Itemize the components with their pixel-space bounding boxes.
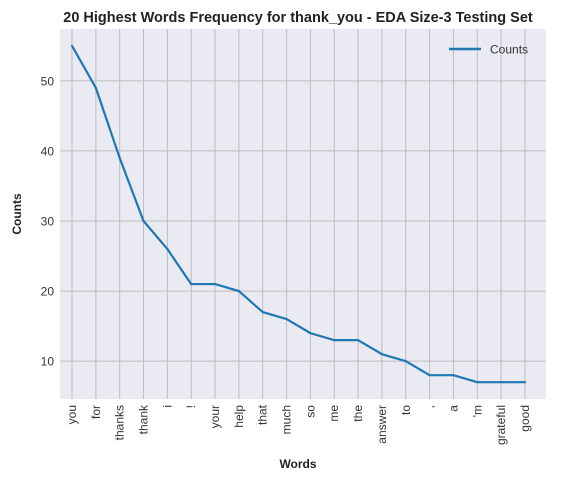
data-point: [261, 311, 264, 314]
x-tick-label: grateful: [494, 405, 508, 445]
grid: [60, 29, 546, 399]
data-point: [476, 381, 479, 384]
x-tick-label: good: [518, 405, 532, 432]
data-point: [428, 374, 431, 377]
y-axis-label: Counts: [10, 193, 24, 235]
data-point: [190, 282, 193, 286]
x-tick-label: 'm: [470, 405, 484, 417]
x-tick-label: me: [327, 405, 341, 422]
data-point: [404, 360, 407, 363]
data-point: [356, 339, 360, 342]
data-point: [333, 339, 336, 342]
x-axis-ticks: you for thanks thank i! your help that much so me t…: [65, 404, 532, 445]
data-point: [213, 282, 217, 286]
x-tick-label: that: [256, 404, 270, 425]
y-tick-label: 20: [41, 285, 55, 299]
x-tick-label: help: [232, 405, 246, 428]
x-tick-label: for: [89, 405, 103, 419]
data-point: [118, 156, 121, 160]
y-tick-label: 40: [41, 144, 55, 158]
series-line-counts: [71, 45, 525, 384]
y-tick-label: 30: [41, 215, 55, 229]
x-tick-label: a: [446, 405, 460, 412]
data-point: [166, 247, 169, 251]
data-point: [452, 374, 455, 377]
series-layer: [70, 44, 527, 384]
x-tick-label: i: [160, 405, 174, 408]
x-tick-label: your: [208, 405, 222, 428]
legend-label-counts: Counts: [490, 43, 528, 57]
y-tick-label: 50: [41, 74, 55, 88]
x-tick-label: to: [399, 405, 413, 415]
legend: Counts: [449, 43, 528, 57]
data-point: [237, 289, 240, 293]
x-tick-label: thanks: [113, 405, 127, 440]
x-tick-label: answer: [375, 405, 389, 444]
y-axis-ticks: 10 20 30 40 50: [41, 74, 55, 368]
data-point: [285, 318, 288, 321]
x-tick-label: thank: [137, 404, 151, 434]
plot-area: [60, 29, 546, 399]
data-point: [309, 332, 312, 335]
chart-title: 20 Highest Words Frequency for thank_you…: [63, 10, 533, 26]
x-tick-label: !: [184, 405, 198, 408]
x-tick-label: ,: [423, 405, 437, 408]
data-point: [380, 353, 384, 356]
x-tick-label: you: [65, 405, 79, 424]
y-tick-label: 10: [41, 355, 55, 369]
x-tick-label: the: [351, 405, 365, 422]
data-point: [500, 381, 503, 384]
data-point: [94, 86, 97, 89]
data-point: [523, 381, 527, 384]
x-tick-label: so: [303, 405, 317, 418]
data-point: [142, 219, 145, 223]
data-point: [70, 44, 74, 47]
x-axis-label: Words: [279, 457, 316, 471]
x-tick-label: much: [280, 405, 294, 434]
